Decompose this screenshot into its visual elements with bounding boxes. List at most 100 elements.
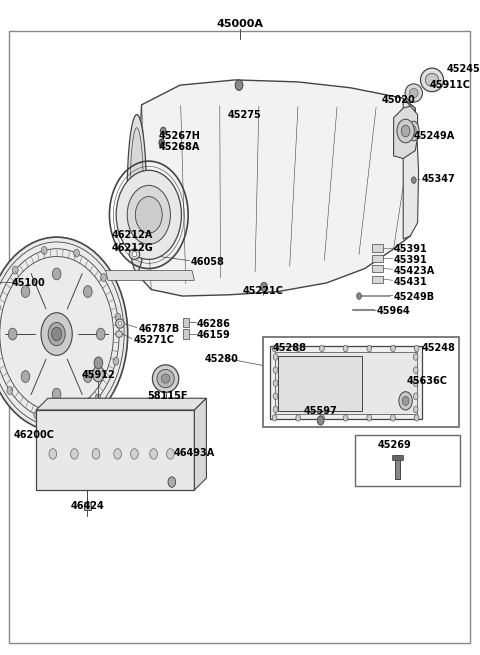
- Text: 45280: 45280: [205, 354, 239, 364]
- Circle shape: [71, 449, 78, 459]
- Text: 45245A: 45245A: [446, 64, 480, 74]
- Circle shape: [84, 286, 92, 297]
- Circle shape: [127, 185, 170, 244]
- Ellipse shape: [161, 374, 170, 383]
- Ellipse shape: [132, 252, 137, 257]
- Circle shape: [413, 380, 418, 386]
- Circle shape: [7, 386, 12, 394]
- Ellipse shape: [129, 249, 140, 259]
- Text: 45268A: 45268A: [158, 142, 200, 153]
- Circle shape: [320, 415, 324, 421]
- Polygon shape: [106, 271, 194, 280]
- Bar: [372, 244, 383, 252]
- Circle shape: [73, 250, 79, 257]
- Circle shape: [92, 449, 100, 459]
- Ellipse shape: [116, 319, 124, 328]
- Circle shape: [115, 313, 121, 321]
- Bar: [36, 410, 194, 490]
- Text: 45269: 45269: [378, 440, 411, 451]
- Circle shape: [101, 274, 107, 282]
- Circle shape: [84, 371, 92, 383]
- Text: 45000A: 45000A: [216, 19, 264, 29]
- Circle shape: [296, 415, 300, 421]
- Bar: [395, 455, 400, 479]
- Text: 45597: 45597: [304, 405, 337, 416]
- Circle shape: [367, 345, 372, 352]
- Circle shape: [235, 80, 243, 90]
- Text: 45391: 45391: [394, 244, 427, 254]
- Text: 45423A: 45423A: [394, 265, 435, 276]
- Ellipse shape: [118, 322, 122, 326]
- Circle shape: [116, 170, 181, 259]
- Circle shape: [41, 312, 72, 356]
- Circle shape: [401, 125, 410, 137]
- Ellipse shape: [405, 84, 422, 102]
- Circle shape: [343, 345, 348, 352]
- Circle shape: [413, 406, 418, 413]
- Circle shape: [150, 449, 157, 459]
- Circle shape: [413, 367, 418, 373]
- Circle shape: [135, 196, 162, 233]
- Circle shape: [272, 345, 277, 352]
- Circle shape: [34, 411, 40, 419]
- Circle shape: [41, 246, 47, 254]
- Text: 46424: 46424: [71, 500, 104, 511]
- Bar: [183, 329, 189, 339]
- Circle shape: [413, 393, 418, 400]
- Circle shape: [113, 357, 119, 365]
- Circle shape: [273, 354, 278, 360]
- Ellipse shape: [425, 73, 439, 86]
- Circle shape: [367, 415, 372, 421]
- Polygon shape: [133, 80, 418, 296]
- Circle shape: [95, 394, 101, 402]
- Text: 45249B: 45249B: [394, 291, 435, 302]
- Circle shape: [48, 322, 65, 346]
- Circle shape: [21, 371, 30, 383]
- Text: 45391: 45391: [394, 255, 427, 265]
- Text: 45249A: 45249A: [414, 130, 455, 141]
- Circle shape: [160, 127, 166, 135]
- Text: 46787B: 46787B: [138, 324, 180, 334]
- Circle shape: [273, 393, 278, 400]
- Circle shape: [49, 449, 57, 459]
- Circle shape: [168, 477, 176, 487]
- Circle shape: [52, 388, 61, 400]
- Circle shape: [397, 119, 414, 143]
- Circle shape: [52, 328, 61, 341]
- Circle shape: [94, 357, 103, 369]
- Bar: [275, 352, 417, 414]
- Text: 46212A: 46212A: [111, 230, 153, 240]
- Text: 45912: 45912: [82, 369, 115, 380]
- Circle shape: [0, 237, 128, 431]
- Circle shape: [273, 406, 278, 413]
- Text: 46212G: 46212G: [111, 242, 153, 253]
- Circle shape: [131, 449, 138, 459]
- Text: 45911C: 45911C: [430, 80, 470, 90]
- Polygon shape: [394, 106, 418, 159]
- Bar: [372, 265, 383, 272]
- Text: 45431: 45431: [394, 276, 427, 287]
- Text: 46200C: 46200C: [13, 430, 54, 440]
- Text: 45267H: 45267H: [158, 130, 200, 141]
- Circle shape: [12, 266, 18, 274]
- Circle shape: [261, 282, 267, 291]
- Ellipse shape: [153, 365, 179, 392]
- Bar: [355, 435, 460, 486]
- Circle shape: [317, 416, 324, 425]
- Circle shape: [273, 367, 278, 373]
- Bar: [183, 318, 189, 327]
- Circle shape: [93, 366, 104, 382]
- Circle shape: [399, 392, 412, 410]
- Polygon shape: [194, 398, 206, 490]
- Ellipse shape: [411, 126, 416, 136]
- Circle shape: [8, 328, 17, 340]
- Bar: [270, 346, 422, 419]
- Text: 45288: 45288: [273, 343, 307, 354]
- Circle shape: [357, 293, 361, 299]
- Text: 45636C: 45636C: [407, 376, 448, 386]
- Ellipse shape: [408, 121, 419, 141]
- Text: 46159: 46159: [197, 330, 230, 341]
- Circle shape: [66, 414, 72, 422]
- Ellipse shape: [130, 128, 144, 259]
- Circle shape: [273, 380, 278, 386]
